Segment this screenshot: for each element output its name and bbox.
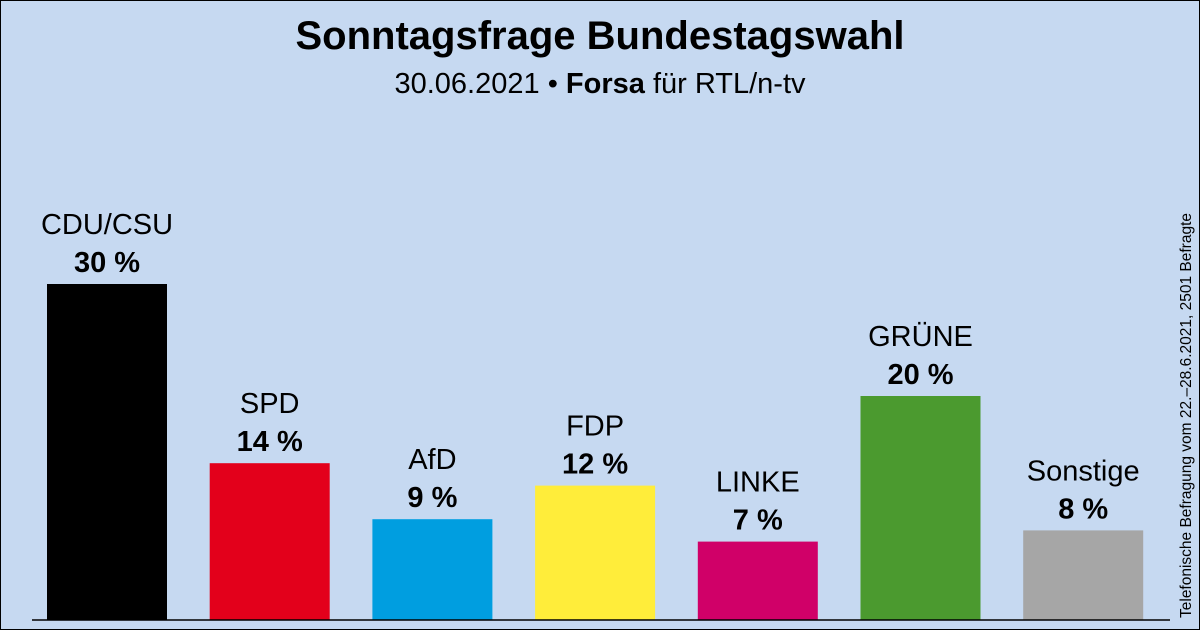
- bar-value-label-gruene: 20 %: [887, 359, 953, 391]
- subtitle-date: 30.06.2021: [394, 68, 540, 100]
- bar-category-label-afd: AfD: [408, 444, 456, 476]
- bar-category-label-fdp: FDP: [566, 411, 624, 443]
- bar-value-label-sonstige: 8 %: [1058, 493, 1108, 525]
- bar-fdp: [535, 485, 656, 620]
- bar-value-label-linke: 7 %: [733, 505, 783, 537]
- bar-sonstige: [1023, 530, 1144, 620]
- subtitle-institute: Forsa: [565, 68, 645, 100]
- bar-value-label-spd: 14 %: [237, 426, 303, 458]
- bar-cdu-csu: [47, 284, 167, 620]
- bar-category-label-gruene: GRÜNE: [868, 321, 973, 353]
- bar-value-label-fdp: 12 %: [562, 449, 628, 481]
- chart-subtitle: 30.06.2021 • Forsa für RTL/n-tv: [0, 66, 1200, 102]
- subtitle-separator: •: [547, 68, 558, 100]
- subtitle-client: für RTL/n-tv: [652, 68, 806, 100]
- bar-afd: [372, 519, 493, 620]
- bar-category-label-sonstige: Sonstige: [1027, 455, 1140, 487]
- chart-title: Sonntagsfrage Bundestagswahl: [295, 14, 905, 58]
- bars-group: 30 % CDU/CSU 14 % SPD 9 % AfD 12 % FDP 7 % LINKE 2…: [41, 209, 1144, 620]
- bar-category-label-cdu-csu: CDU/CSU: [41, 209, 173, 241]
- bar-value-label-cdu-csu: 30 %: [74, 247, 140, 279]
- bar-category-label-spd: SPD: [240, 388, 300, 420]
- bar-gruene: [860, 396, 981, 620]
- bar-value-label-afd: 9 %: [407, 482, 457, 514]
- bar-linke: [697, 541, 818, 620]
- bar-category-label-linke: LINKE: [716, 467, 800, 499]
- bar-spd: [209, 463, 330, 620]
